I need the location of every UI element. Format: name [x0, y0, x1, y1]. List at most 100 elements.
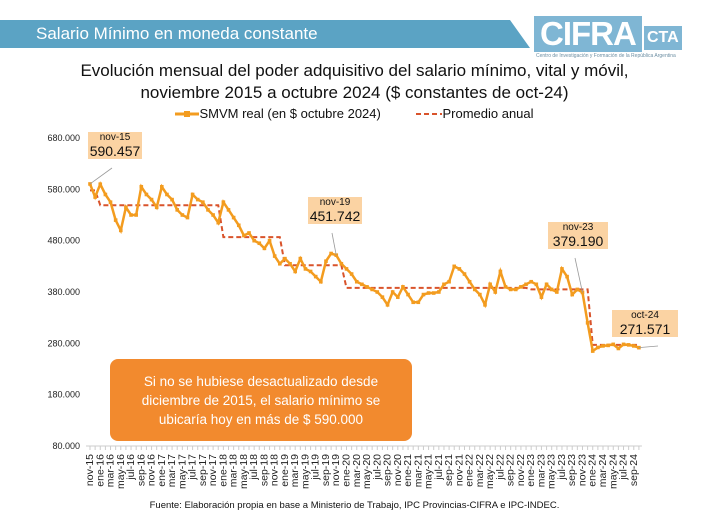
series-point — [616, 346, 621, 351]
series-point — [406, 292, 410, 297]
series-point — [549, 287, 554, 292]
x-tick-label: may-17 — [176, 454, 188, 489]
series-point — [488, 282, 492, 287]
series-point — [370, 287, 374, 292]
average-line — [90, 189, 639, 346]
series-point — [375, 290, 380, 294]
series-point — [231, 215, 236, 220]
series-point — [319, 279, 323, 284]
series-point — [390, 290, 395, 294]
source-note: Fuente: Elaboración propia en base a Min… — [149, 500, 560, 511]
x-tick-label: jul-22 — [494, 454, 506, 481]
series-point — [472, 287, 477, 292]
annotation-value: 379.190 — [552, 233, 604, 249]
header-banner: Salario Mínimo en moneda constante — [0, 20, 530, 48]
x-tick-label: mar-23 — [535, 454, 547, 487]
series-point — [308, 269, 313, 274]
callout-text: Si no se hubiese desactualizado desde di… — [141, 373, 381, 427]
series-point — [149, 197, 154, 202]
series-point — [585, 321, 590, 325]
series-point — [529, 279, 533, 284]
series-point — [596, 345, 600, 350]
annotation-leader — [638, 345, 659, 349]
series-point — [565, 274, 569, 279]
x-tick-label: ene-16 — [94, 454, 106, 487]
legend-line-solid-icon — [175, 110, 200, 117]
series-point — [124, 205, 128, 210]
series-point — [154, 205, 159, 210]
series-point — [185, 215, 190, 220]
x-tick-label: may-22 — [484, 454, 496, 489]
x-tick-label: mar-24 — [597, 454, 609, 487]
series-point — [452, 264, 457, 269]
x-tick-label: ene-17 — [156, 454, 168, 487]
series-point — [508, 287, 513, 292]
x-tick-label: may-19 — [299, 454, 311, 489]
cifra-logo: CIFRA CTA Centro de Investigación y Form… — [520, 16, 690, 59]
annotation-leader — [574, 257, 583, 293]
series-point — [139, 184, 144, 189]
annotation-value: 590.457 — [89, 143, 141, 159]
series-point — [493, 290, 498, 294]
x-tick-label: sep-23 — [566, 454, 578, 486]
y-tick-label: 580.000 — [47, 184, 80, 194]
y-tick-label: 680.000 — [47, 133, 80, 143]
series-point — [108, 200, 113, 204]
x-tick-label: may-18 — [238, 454, 250, 489]
legend-label-average: Promedio anual — [442, 106, 534, 121]
series-point — [113, 218, 118, 222]
series-point — [293, 269, 297, 274]
x-tick-label: sep-20 — [382, 454, 394, 486]
series-point — [267, 238, 272, 243]
y-tick-label: 180.000 — [47, 390, 80, 400]
series-point — [278, 261, 282, 266]
x-tick-label: jul-20 — [371, 454, 383, 481]
x-tick-label: sep-17 — [197, 454, 209, 486]
legend-item-series: SMVM real (en $ octubre 2024) — [175, 106, 381, 121]
series-point — [575, 287, 580, 292]
series-point — [298, 256, 303, 261]
series-point — [421, 292, 426, 297]
x-tick-label: nov-18 — [269, 454, 281, 486]
chart-subtitle: noviembre 2015 a octubre 2024 ($ constan… — [140, 83, 569, 102]
series-point — [483, 303, 487, 307]
x-tick-label: mar-18 — [228, 454, 240, 487]
x-tick-label: jul-16 — [125, 454, 137, 481]
series-point — [195, 197, 200, 202]
series-point — [365, 285, 369, 289]
series-point — [462, 272, 467, 276]
legend-line-dashed-icon — [416, 112, 443, 115]
x-tick-label: may-21 — [423, 454, 435, 489]
series-point — [216, 220, 221, 225]
series-point — [313, 274, 318, 279]
series-point — [118, 228, 123, 233]
x-tick-label: jul-21 — [433, 454, 445, 481]
series-point — [170, 197, 174, 202]
series-point — [324, 259, 328, 263]
chart-title-line1: Evolución mensual del poder adquisitivo … — [80, 61, 629, 80]
series-point — [257, 241, 262, 246]
series-point — [467, 279, 472, 284]
annotation-date: nov-19 — [319, 197, 351, 208]
callout-box: Si no se hubiese desactualizado desde di… — [110, 359, 412, 441]
series-point — [524, 282, 528, 287]
series-point — [385, 303, 390, 307]
x-tick-label: sep-24 — [628, 454, 640, 486]
annotation-nov-15: nov-15 590.457 — [88, 132, 142, 159]
x-tick-label: jul-23 — [556, 454, 568, 481]
series-point — [380, 295, 385, 299]
series-point — [580, 290, 585, 295]
series-point — [160, 184, 164, 189]
series-point — [544, 282, 549, 287]
series-point — [272, 254, 277, 258]
x-tick-label: ene-23 — [525, 454, 537, 487]
x-tick-label: may-24 — [607, 454, 619, 489]
logo-main: CIFRA — [534, 16, 642, 52]
annotation-date: nov-23 — [562, 222, 594, 233]
x-tick-label: ene-24 — [587, 454, 599, 487]
y-tick-label: 480.000 — [47, 236, 80, 246]
series-point — [103, 192, 108, 197]
legend-label-series: SMVM real (en $ octubre 2024) — [199, 106, 381, 121]
series-point — [539, 295, 544, 299]
